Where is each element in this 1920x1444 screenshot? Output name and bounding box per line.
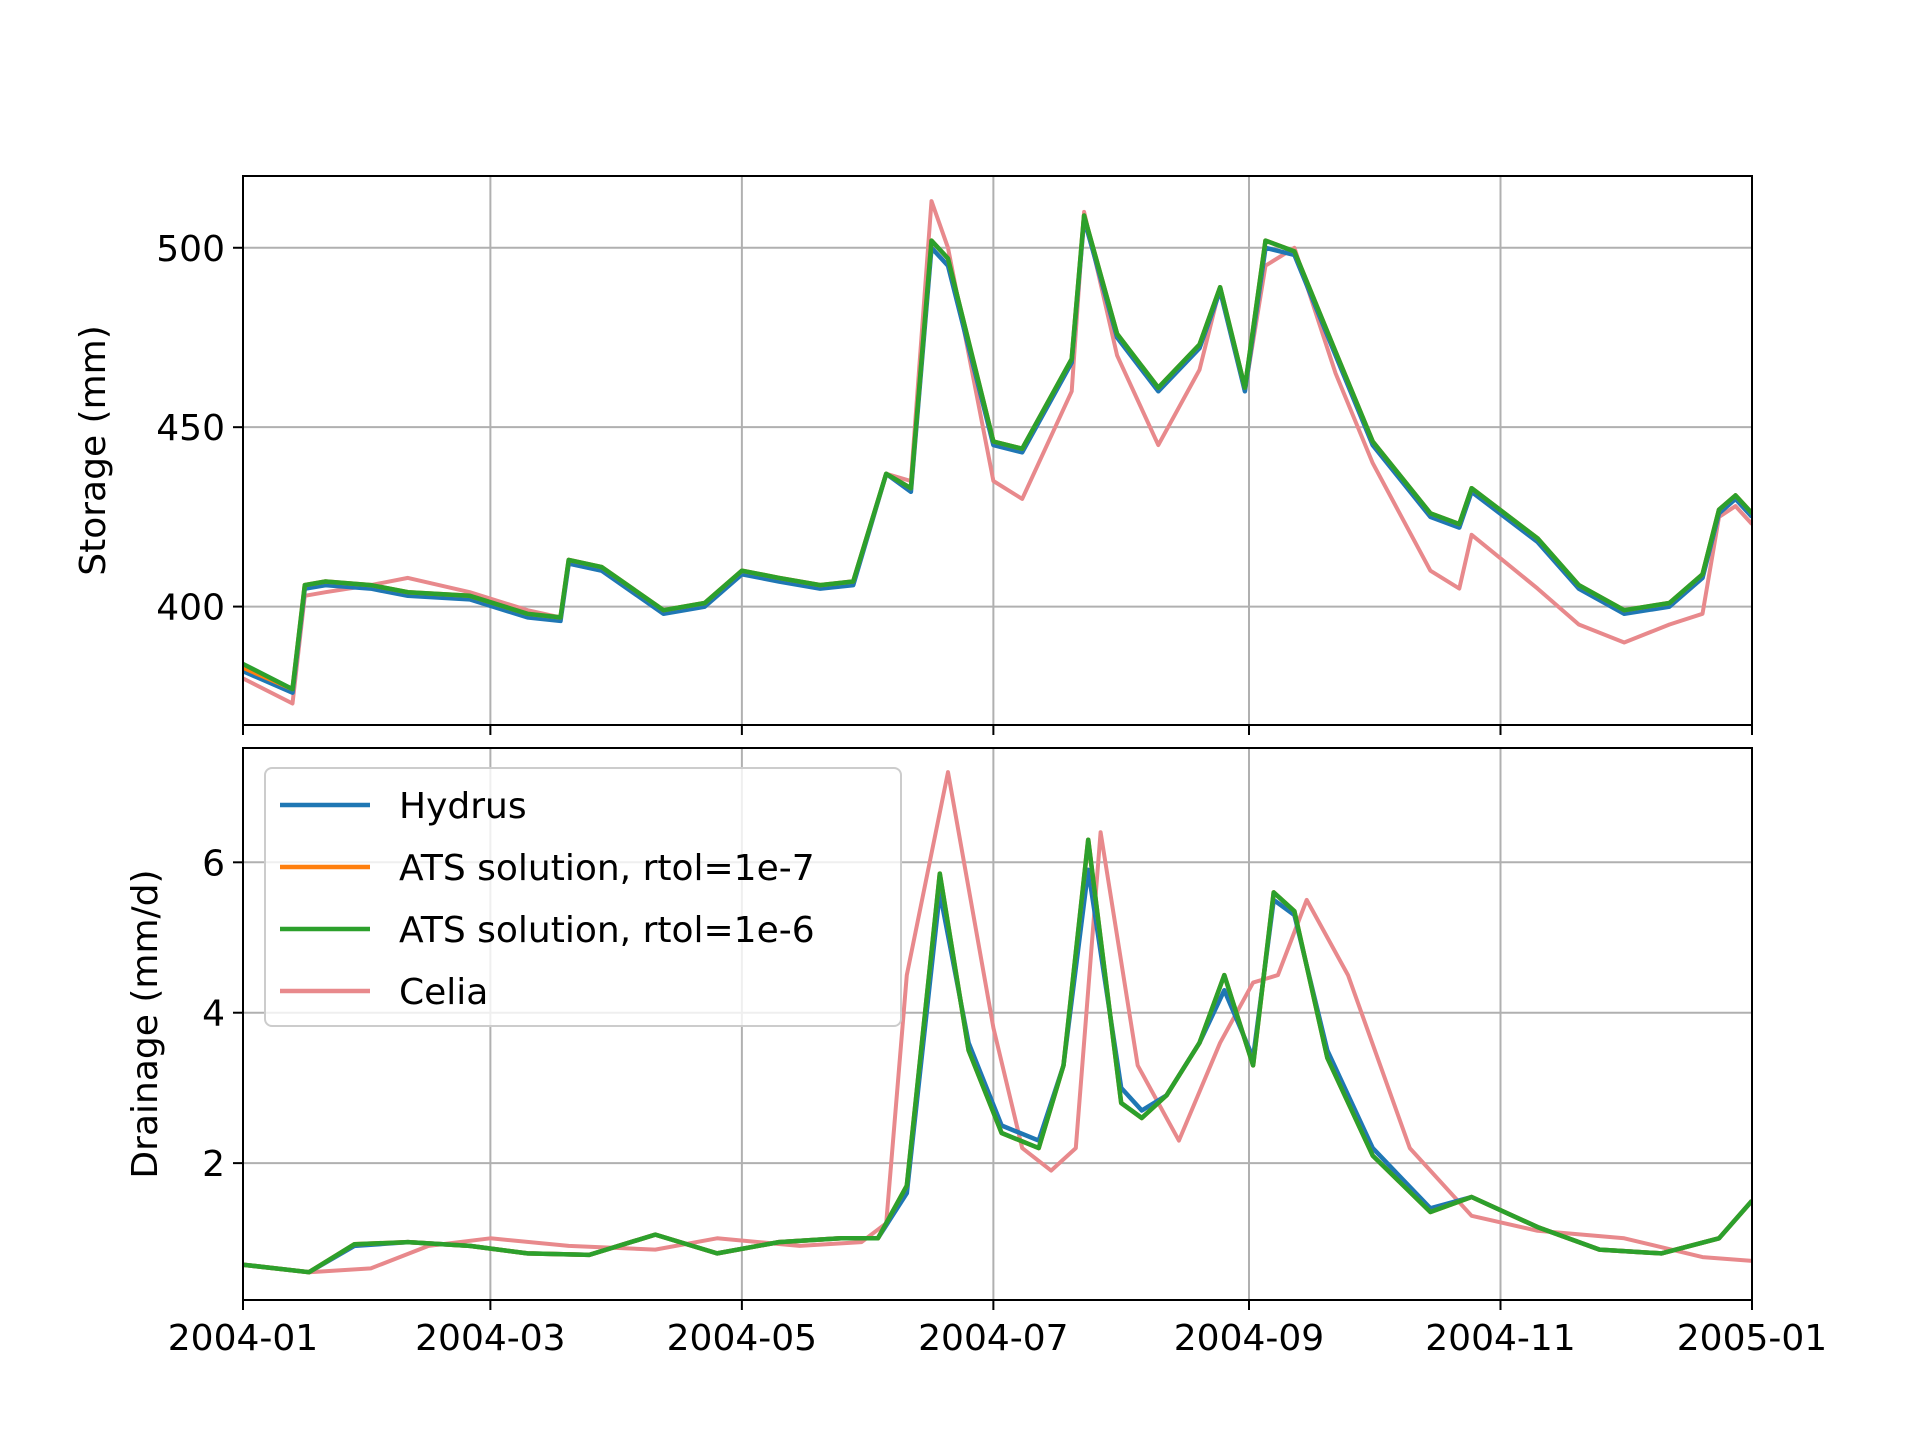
axes-frame [242,747,1753,1301]
x-tick-label: 2004-05 [667,1318,817,1359]
panel-drainage: 2004-01 2004-03 2004-05 2004-07 2004-09 2004-… [125,747,1827,1359]
legend-label: Celia [399,972,488,1013]
series-line-celia [243,199,1752,706]
series-line-ats-solution-rtol-1e-6 [243,837,1752,1275]
y-tick-label: 400 [156,588,225,629]
series-line-ats-solution-rtol-1e-6 [243,213,1752,692]
legend-label: ATS solution, rtol=1e-6 [399,910,815,951]
x-tick-label: 2004-09 [1174,1318,1324,1359]
y-tick-label: 500 [156,229,225,270]
legend: Hydrus ATS solution, rtol=1e-7 ATS solutio… [264,767,902,1027]
x-tick-label: 2004-01 [168,1318,318,1359]
series-line-celia [243,770,1752,1275]
y-tick-label: 2 [202,1144,225,1185]
x-tick-label: 2004-03 [415,1318,565,1359]
x-tick-label: 2005-01 [1677,1318,1827,1359]
y-axis-label: Drainage (mm/d) [125,869,166,1178]
x-tick-label: 2004-07 [918,1318,1068,1359]
y-tick-label: 450 [156,408,225,449]
x-tick-label: 2004-11 [1425,1318,1575,1359]
legend-label: ATS solution, rtol=1e-7 [399,848,815,889]
panel-storage: 400 450 500 Storage (mm) [73,175,1753,735]
axes-frame [242,175,1753,726]
legend-label: Hydrus [399,786,527,827]
y-tick-label: 6 [202,843,225,884]
legend-frame [264,767,902,1027]
y-axis-label: Storage (mm) [73,325,114,576]
y-tick-label: 4 [202,994,225,1035]
series-line-hydrus [243,216,1752,695]
